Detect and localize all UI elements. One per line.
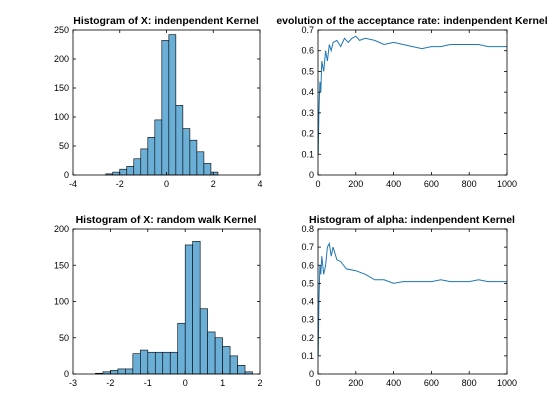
x-tick-label: 600 xyxy=(424,179,439,189)
y-tick-label: 0.1 xyxy=(301,149,314,159)
y-tick-label: 200 xyxy=(54,224,69,234)
histogram-bar xyxy=(229,355,238,375)
histogram-bar xyxy=(199,308,208,375)
histogram-bar xyxy=(125,368,134,375)
histogram-bar xyxy=(147,137,156,176)
histogram-bar xyxy=(119,168,128,176)
y-tick-label: 0.8 xyxy=(301,224,314,234)
series-line xyxy=(317,241,507,356)
series-line xyxy=(317,35,507,155)
histogram-bar xyxy=(161,40,170,176)
histogram-bar xyxy=(177,322,186,375)
chart-title: evolution of the acceptance rate: indenp… xyxy=(276,15,547,27)
x-tick-label: 1000 xyxy=(497,179,517,189)
x-tick-label: 1 xyxy=(220,378,225,388)
x-tick-label: 400 xyxy=(386,179,401,189)
x-tick-label: 0 xyxy=(315,378,320,388)
y-tick-label: 200 xyxy=(54,54,69,64)
y-tick-label: 0.2 xyxy=(301,333,314,343)
x-tick-label: 2 xyxy=(257,378,262,388)
histogram-bar xyxy=(140,349,149,375)
y-tick-label: 0.4 xyxy=(301,297,314,307)
y-tick-label: 0.3 xyxy=(301,315,314,325)
chart-title: Histogram of X: random walk Kernel xyxy=(76,214,257,226)
x-tick-label: 0 xyxy=(183,378,188,388)
x-tick-label: 0 xyxy=(315,179,320,189)
histogram-bar xyxy=(132,353,141,375)
y-tick-label: 150 xyxy=(54,83,69,93)
histogram-bar xyxy=(203,163,212,176)
histogram-bar xyxy=(189,139,198,176)
y-tick-label: 0.1 xyxy=(301,351,314,361)
y-tick-label: 0 xyxy=(64,170,69,180)
histogram-bar xyxy=(154,119,163,176)
histogram-bar xyxy=(192,241,201,375)
y-tick-label: 100 xyxy=(54,297,69,307)
histogram-bar xyxy=(110,370,119,375)
y-tick-label: 0.7 xyxy=(301,242,314,252)
histogram-bar xyxy=(207,331,216,375)
y-tick-label: 250 xyxy=(54,25,69,35)
y-tick-label: 0.6 xyxy=(301,46,314,56)
histogram-bar xyxy=(214,337,223,375)
x-tick-label: 200 xyxy=(348,378,363,388)
x-tick-label: 1000 xyxy=(497,378,517,388)
y-tick-label: 0.5 xyxy=(301,66,314,76)
y-tick-label: 0 xyxy=(64,369,69,379)
y-tick-label: 50 xyxy=(59,141,69,151)
y-tick-label: 0 xyxy=(309,369,314,379)
x-tick-label: 0 xyxy=(164,179,169,189)
chart-title: Histogram of X: indenpendent Kernel xyxy=(73,15,259,27)
axes-box xyxy=(317,228,508,375)
y-tick-label: 0.6 xyxy=(301,260,314,270)
y-tick-label: 0.2 xyxy=(301,129,314,139)
x-tick-label: 200 xyxy=(348,179,363,189)
histogram-bar xyxy=(133,158,142,176)
histogram-bar xyxy=(222,346,231,375)
chart-panel-3: Histogram of X: random walk Kernel -3 -2 -1… xyxy=(54,214,263,388)
x-tick-label: -3 xyxy=(69,378,77,388)
histogram-bar xyxy=(196,151,205,176)
histogram-bar xyxy=(126,166,135,176)
y-tick-label: 0 xyxy=(309,170,314,180)
histogram-bar xyxy=(210,171,219,176)
histogram-bar xyxy=(154,351,164,375)
histogram-bar xyxy=(237,364,246,375)
chart-panel-1: Histogram of X: indenpendent Kernel -4 -2 0… xyxy=(54,15,263,189)
x-tick-label: -4 xyxy=(69,179,77,189)
histogram-bar xyxy=(168,34,177,176)
x-tick-label: -2 xyxy=(106,378,114,388)
x-tick-label: 600 xyxy=(424,378,439,388)
x-tick-label: 400 xyxy=(386,378,401,388)
histogram-bar xyxy=(117,368,126,375)
y-tick-label: 100 xyxy=(54,112,69,122)
histogram-bar xyxy=(182,128,191,176)
x-tick-label: -1 xyxy=(144,378,152,388)
histogram-bar xyxy=(162,351,171,375)
x-tick-label: 2 xyxy=(211,179,216,189)
histogram-bar xyxy=(140,148,149,176)
chart-panel-2: evolution of the acceptance rate: indenp… xyxy=(276,15,547,189)
y-tick-label: 0.5 xyxy=(301,278,314,288)
x-tick-label: 4 xyxy=(257,179,262,189)
x-tick-label: 800 xyxy=(462,378,477,388)
chart-title: Histogram of alpha: indenpendent Kernel xyxy=(309,214,515,226)
axes-box xyxy=(317,29,508,176)
histogram-bar xyxy=(184,244,193,375)
y-tick-label: 0.4 xyxy=(301,87,314,97)
y-tick-label: 150 xyxy=(54,260,69,270)
x-tick-label: -2 xyxy=(116,179,124,189)
histogram-bar xyxy=(169,351,179,375)
histogram-bar xyxy=(112,171,121,176)
histogram-bar xyxy=(175,105,184,176)
histogram-bar xyxy=(147,351,156,375)
y-tick-label: 0.7 xyxy=(301,25,314,35)
y-tick-label: 50 xyxy=(59,333,69,343)
x-tick-label: 800 xyxy=(462,179,477,189)
y-tick-label: 0.3 xyxy=(301,108,314,118)
chart-panel-4: Histogram of alpha: indenpendent Kernel0… xyxy=(301,214,517,388)
